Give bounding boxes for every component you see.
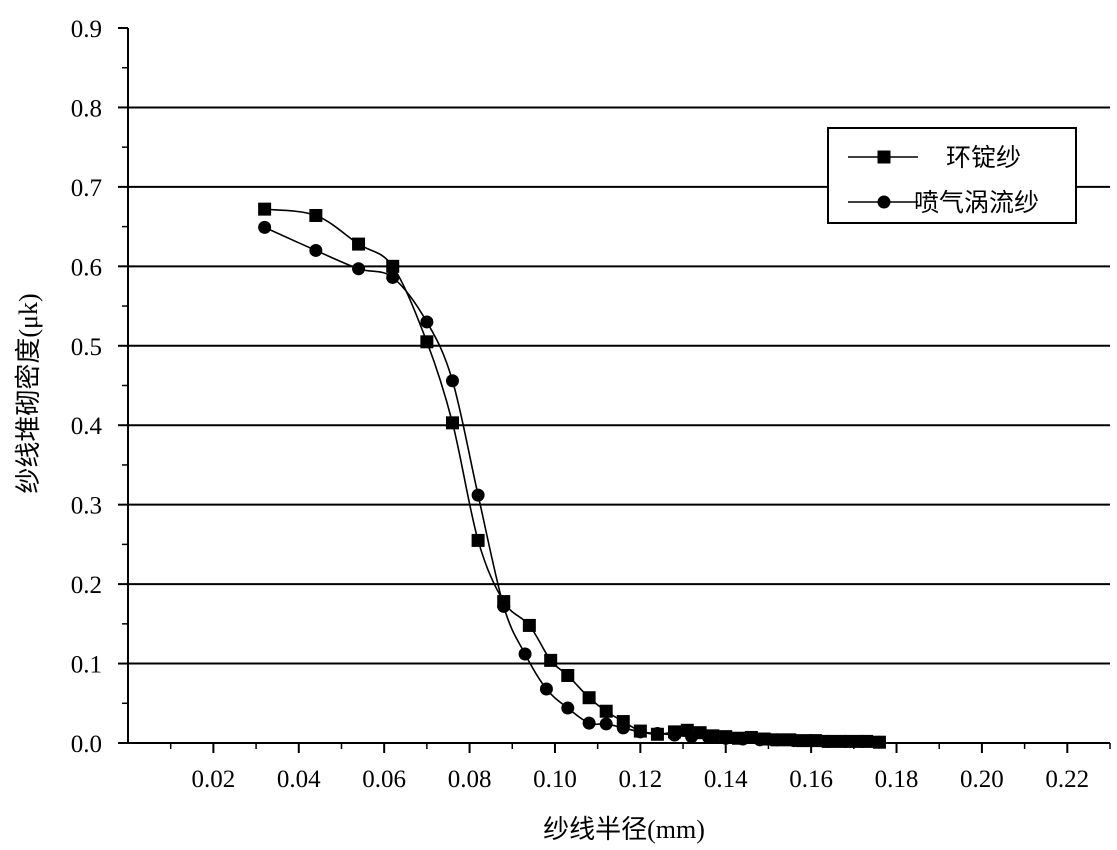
data-point-circle <box>386 270 400 284</box>
data-point-circle <box>539 682 553 696</box>
legend-label: 环锭纱 <box>946 144 1021 172</box>
data-point-square <box>582 691 596 705</box>
data-point-circle <box>838 734 852 748</box>
data-point-circle <box>497 599 511 613</box>
data-point-circle <box>352 262 366 276</box>
data-point-circle <box>685 730 699 744</box>
legend-marker <box>877 195 891 209</box>
data-point-circle <box>561 701 575 715</box>
series-square <box>258 202 886 749</box>
x-tick-label: 0.08 <box>448 766 492 793</box>
x-tick-label: 0.04 <box>277 766 321 793</box>
data-point-circle <box>872 735 886 749</box>
x-tick-label: 0.02 <box>192 766 236 793</box>
data-point-square <box>309 208 323 222</box>
y-tick-label: 0.5 <box>71 334 102 361</box>
y-tick-label: 0.7 <box>71 175 102 202</box>
y-tick-label: 0.1 <box>71 652 102 679</box>
data-point-circle <box>821 734 835 748</box>
y-tick-label: 0.0 <box>71 731 102 758</box>
data-point-circle <box>445 374 459 388</box>
x-tick-label: 0.12 <box>618 766 662 793</box>
y-axis-title: 纱线堆砌密度(μk) <box>14 293 43 493</box>
data-point-circle <box>471 488 485 502</box>
data-point-circle <box>736 732 750 746</box>
series-layer <box>258 202 886 749</box>
data-point-circle <box>633 725 647 739</box>
gridlines <box>128 106 1110 665</box>
series-line <box>264 226 880 744</box>
data-point-square <box>599 704 613 718</box>
y-tick-label: 0.6 <box>71 254 102 281</box>
series-line <box>264 208 880 744</box>
x-tick-label: 0.18 <box>875 766 919 793</box>
x-tick-label: 0.16 <box>789 766 833 793</box>
data-point-circle <box>650 726 664 740</box>
x-tick-label: 0.20 <box>960 766 1004 793</box>
data-point-square <box>522 618 536 632</box>
x-tick-label: 0.06 <box>362 766 406 793</box>
data-point-circle <box>258 220 272 234</box>
data-point-square <box>445 416 459 430</box>
legend-marker <box>877 150 891 164</box>
data-point-circle <box>420 315 434 329</box>
data-point-square <box>544 653 558 667</box>
data-point-circle <box>855 734 869 748</box>
data-point-square <box>561 668 575 682</box>
data-point-circle <box>309 243 323 257</box>
data-point-circle <box>787 734 801 748</box>
data-point-circle <box>804 734 818 748</box>
data-point-circle <box>518 647 532 661</box>
data-point-circle <box>702 730 716 744</box>
series-circle <box>258 220 886 749</box>
x-tick-label: 0.10 <box>533 766 577 793</box>
x-tick-label: 0.22 <box>1045 766 1089 793</box>
y-tick-label: 0.2 <box>71 572 102 599</box>
legend-box <box>827 127 1077 224</box>
data-point-square <box>258 202 272 216</box>
data-point-circle <box>599 717 613 731</box>
data-point-square <box>386 259 400 273</box>
y-tick-label: 0.8 <box>71 95 102 122</box>
data-point-circle <box>668 728 682 742</box>
legend-label: 喷气涡流纱 <box>914 189 1039 217</box>
data-point-circle <box>753 733 767 747</box>
data-point-square <box>420 335 434 349</box>
data-point-circle <box>770 733 784 747</box>
y-tick-label: 0.3 <box>71 493 102 520</box>
data-point-circle <box>616 721 630 735</box>
data-point-square <box>352 237 366 251</box>
axes: 0.0 0.1 0.2 0.3 0.4 0.5 0.6 0.7 0.8 0.9 0.02 0.04 0.… <box>71 16 1111 793</box>
data-point-square <box>471 533 485 547</box>
data-point-circle <box>582 716 596 730</box>
x-axis-title: 纱线半径(mm) <box>543 815 705 844</box>
x-tick-label: 0.14 <box>704 766 748 793</box>
y-tick-label: 0.9 <box>71 16 102 43</box>
y-tick-label: 0.4 <box>71 413 103 440</box>
data-point-circle <box>719 731 733 745</box>
